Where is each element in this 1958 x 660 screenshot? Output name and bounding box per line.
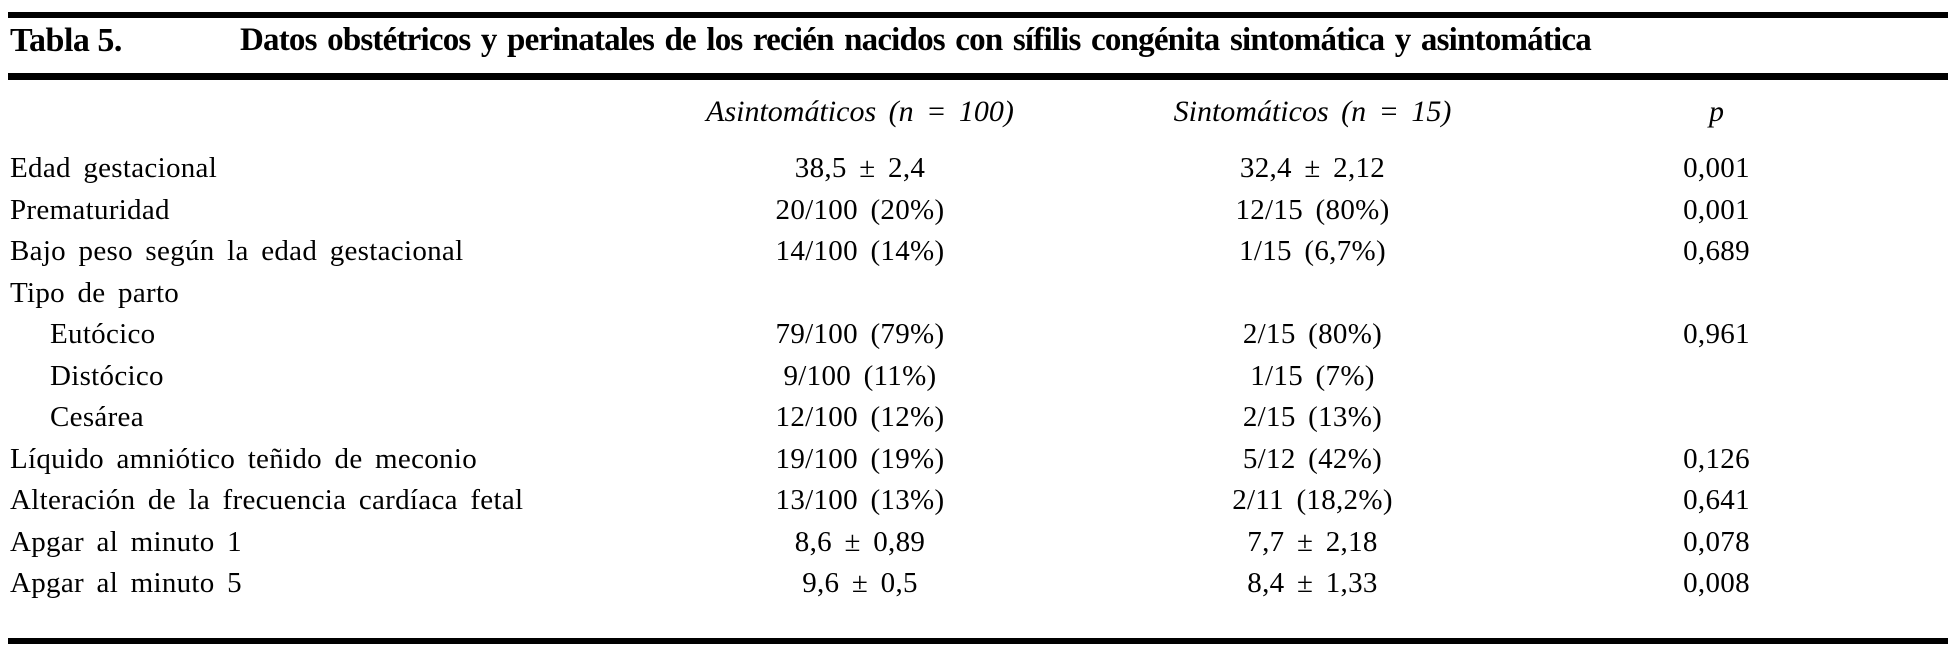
- col-header-asintomaticos: Asintomáticos (n = 100): [706, 95, 1014, 128]
- cell-sintomaticos: 2/15 (13%): [1242, 401, 1383, 433]
- cell-sintomaticos: 7,7 ± 2,18: [1247, 525, 1378, 558]
- table-row: Líquido amniótico teñido de meconio 19/1…: [8, 443, 1888, 485]
- table-row: Apgar al minuto 5 9,6 ± 0,5 8,4 ± 1,33 0…: [8, 567, 1888, 609]
- cell-p-value: 0,078: [1683, 525, 1750, 558]
- cell-sintomaticos: 12/15 (80%): [1235, 193, 1390, 226]
- cell-sintomaticos: 32,4 ± 2,12: [1239, 152, 1386, 184]
- cell-p-value: 0,001: [1683, 193, 1750, 226]
- table-row: Bajo peso según la edad gestacional 14/1…: [8, 235, 1888, 277]
- table-body: Edad gestacional 38,5 ± 2,4 32,4 ± 2,12 …: [8, 152, 1888, 609]
- table-number-label: Tabla 5.: [10, 22, 122, 59]
- cell-asintomaticos: 9,6 ± 0,5: [802, 567, 918, 599]
- table-row: Apgar al minuto 1 8,6 ± 0,89 7,7 ± 2,18 …: [8, 526, 1888, 568]
- cell-asintomaticos: 8,6 ± 0,89: [794, 525, 926, 558]
- row-label-sub: Distócico: [50, 359, 164, 392]
- header-rule: [8, 73, 1948, 80]
- cell-p-value: 0,641: [1683, 484, 1750, 516]
- table-row: Cesárea 12/100 (12%) 2/15 (13%): [8, 401, 1888, 443]
- top-rule: [8, 12, 1948, 18]
- row-label: Alteración de la frecuencia cardíaca fet…: [10, 484, 524, 516]
- row-label-sub: Cesárea: [50, 401, 144, 433]
- row-label: Prematuridad: [10, 193, 170, 226]
- cell-asintomaticos: 12/100 (12%): [775, 401, 945, 433]
- table-row: Edad gestacional 38,5 ± 2,4 32,4 ± 2,12 …: [8, 152, 1888, 194]
- cell-asintomaticos: 20/100 (20%): [775, 193, 945, 226]
- bottom-rule: [8, 638, 1948, 644]
- cell-p-value: 0,689: [1683, 235, 1750, 267]
- col-header-sintomaticos: Sintomáticos (n = 15): [1173, 95, 1452, 128]
- cell-p-value: 0,126: [1683, 442, 1750, 475]
- row-label: Apgar al minuto 1: [10, 525, 242, 558]
- row-label: Líquido amniótico teñido de meconio: [10, 442, 478, 475]
- cell-p-value: 0,008: [1683, 567, 1750, 599]
- table-row: Prematuridad 20/100 (20%) 12/15 (80%) 0,…: [8, 194, 1888, 236]
- table-row: Distócico 9/100 (11%) 1/15 (7%): [8, 360, 1888, 402]
- col-header-p: p: [1709, 95, 1724, 128]
- cell-sintomaticos: 5/12 (42%): [1242, 442, 1383, 475]
- cell-p-value: 0,961: [1683, 318, 1750, 350]
- cell-sintomaticos: 8,4 ± 1,33: [1247, 567, 1378, 599]
- row-label-group: Tipo de parto: [10, 276, 180, 309]
- cell-asintomaticos: 38,5 ± 2,4: [794, 152, 926, 184]
- table-row: Eutócico 79/100 (79%) 2/15 (80%) 0,961: [8, 318, 1888, 360]
- row-label: Edad gestacional: [10, 152, 218, 184]
- cell-sintomaticos: 2/15 (80%): [1242, 318, 1383, 350]
- cell-asintomaticos: 19/100 (19%): [775, 442, 945, 475]
- table-row: Tipo de parto: [8, 277, 1888, 319]
- cell-sintomaticos: 2/11 (18,2%): [1232, 484, 1393, 516]
- cell-asintomaticos: 13/100 (13%): [775, 484, 945, 516]
- cell-asintomaticos: 9/100 (11%): [783, 359, 937, 392]
- table-header-row: Asintomáticos (n = 100) Sintomáticos (n …: [8, 95, 1888, 129]
- table-row: Alteración de la frecuencia cardíaca fet…: [8, 484, 1888, 526]
- row-label-sub: Eutócico: [50, 318, 156, 350]
- row-label: Apgar al minuto 5: [10, 567, 242, 599]
- cell-sintomaticos: 1/15 (7%): [1250, 359, 1375, 392]
- cell-asintomaticos: 79/100 (79%): [775, 318, 945, 350]
- cell-p-value: 0,001: [1683, 152, 1750, 184]
- cell-sintomaticos: 1/15 (6,7%): [1239, 235, 1386, 267]
- row-label: Bajo peso según la edad gestacional: [10, 235, 464, 267]
- table-caption: Tabla 5. Datos obstétricos y perinatales…: [10, 22, 1948, 66]
- table-title: Datos obstétricos y perinatales de los r…: [240, 22, 1592, 58]
- cell-asintomaticos: 14/100 (14%): [775, 235, 945, 267]
